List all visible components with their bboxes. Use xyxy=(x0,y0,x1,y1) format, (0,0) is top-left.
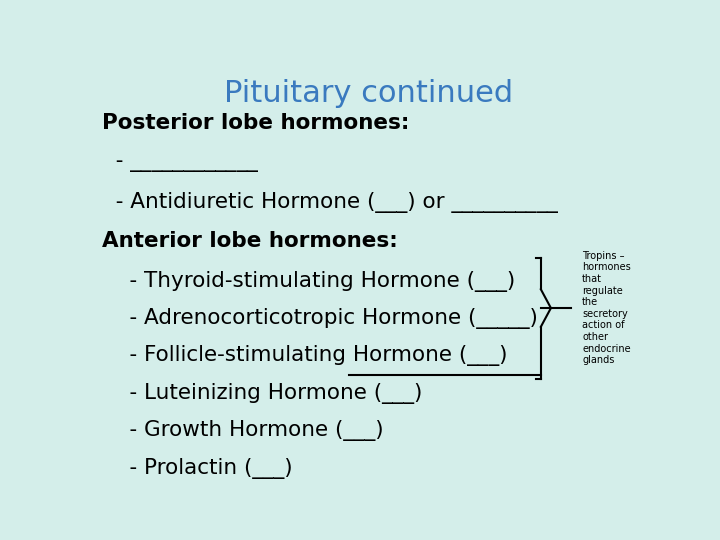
Text: - Antidiuretic Hormone (___) or __________: - Antidiuretic Hormone (___) or ________… xyxy=(102,192,558,213)
Text: - ____________: - ____________ xyxy=(102,152,258,172)
Text: - Follicle-stimulating Hormone (___): - Follicle-stimulating Hormone (___) xyxy=(102,346,508,367)
Text: Pituitary continued: Pituitary continued xyxy=(225,79,513,109)
Text: Posterior lobe hormones:: Posterior lobe hormones: xyxy=(102,113,410,133)
Text: Tropins –
hormones
that
regulate
the
secretory
action of
other
endocrine
glands: Tropins – hormones that regulate the sec… xyxy=(582,251,631,365)
Text: Anterior lobe hormones:: Anterior lobe hormones: xyxy=(102,231,398,251)
Text: - Luteinizing Hormone (___): - Luteinizing Hormone (___) xyxy=(102,383,423,404)
Text: - Thyroid-stimulating Hormone (___): - Thyroid-stimulating Hormone (___) xyxy=(102,271,516,292)
Text: - Adrenocorticotropic Hormone (_____): - Adrenocorticotropic Hormone (_____) xyxy=(102,308,538,329)
Text: - Prolactin (___): - Prolactin (___) xyxy=(102,458,293,479)
Text: - Growth Hormone (___): - Growth Hormone (___) xyxy=(102,420,384,441)
